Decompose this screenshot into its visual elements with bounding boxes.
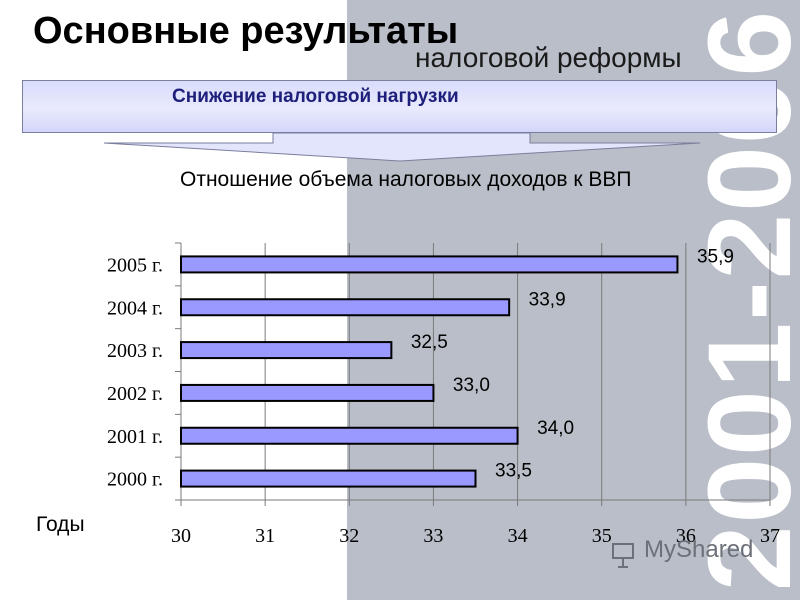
bar (180, 383, 435, 402)
x-tick-label: 31 (255, 525, 275, 547)
bar (180, 426, 519, 445)
banner-arrow-shape (103, 132, 701, 162)
x-tick-label: 36 (676, 525, 696, 547)
page-subtitle: налоговой реформы (415, 42, 682, 73)
bar (180, 341, 393, 360)
chart-axes (175, 242, 771, 506)
data-label: 34,0 (537, 418, 574, 439)
page-title: Основные результаты (33, 10, 459, 52)
x-tick-label: 30 (171, 525, 191, 547)
axis-label-years: Годы (36, 513, 85, 536)
data-label: 33,9 (529, 289, 566, 310)
bar (180, 298, 511, 317)
y-tick-label: 2001 г. (107, 426, 163, 448)
y-tick-label: 2000 г. (107, 469, 163, 491)
y-tick-label: 2004 г. (107, 297, 163, 319)
y-tick-label: 2003 г. (107, 340, 163, 362)
brand-logo-text: MyShared (644, 536, 754, 563)
presentation-board-icon (612, 543, 634, 568)
bar (180, 255, 679, 274)
x-tick-label: 34 (508, 525, 528, 547)
data-label: 33,0 (453, 375, 490, 396)
banner-title: Снижение налоговой нагрузки (172, 86, 459, 107)
y-tick-label: 2002 г. (107, 383, 163, 405)
chart-gridlines (264, 243, 771, 500)
x-tick-label: 32 (339, 525, 359, 547)
data-label: 32,5 (411, 332, 448, 353)
x-tick-label: 37 (760, 525, 780, 547)
y-tick-label: 2005 г. (107, 254, 163, 276)
x-tick-label: 33 (423, 525, 443, 547)
chart-title: Отношение объема налоговых доходов к ВВП (180, 168, 632, 191)
data-label: 35,9 (697, 246, 734, 267)
data-label: 33,5 (495, 461, 532, 482)
chart-bars (180, 255, 679, 488)
bar (180, 469, 477, 488)
chart-labels: 30 31 32 33 34 35 36 37 2005 г. 35,9 2004 г. 33,9 20… (107, 246, 780, 547)
x-tick-label: 35 (592, 525, 612, 547)
